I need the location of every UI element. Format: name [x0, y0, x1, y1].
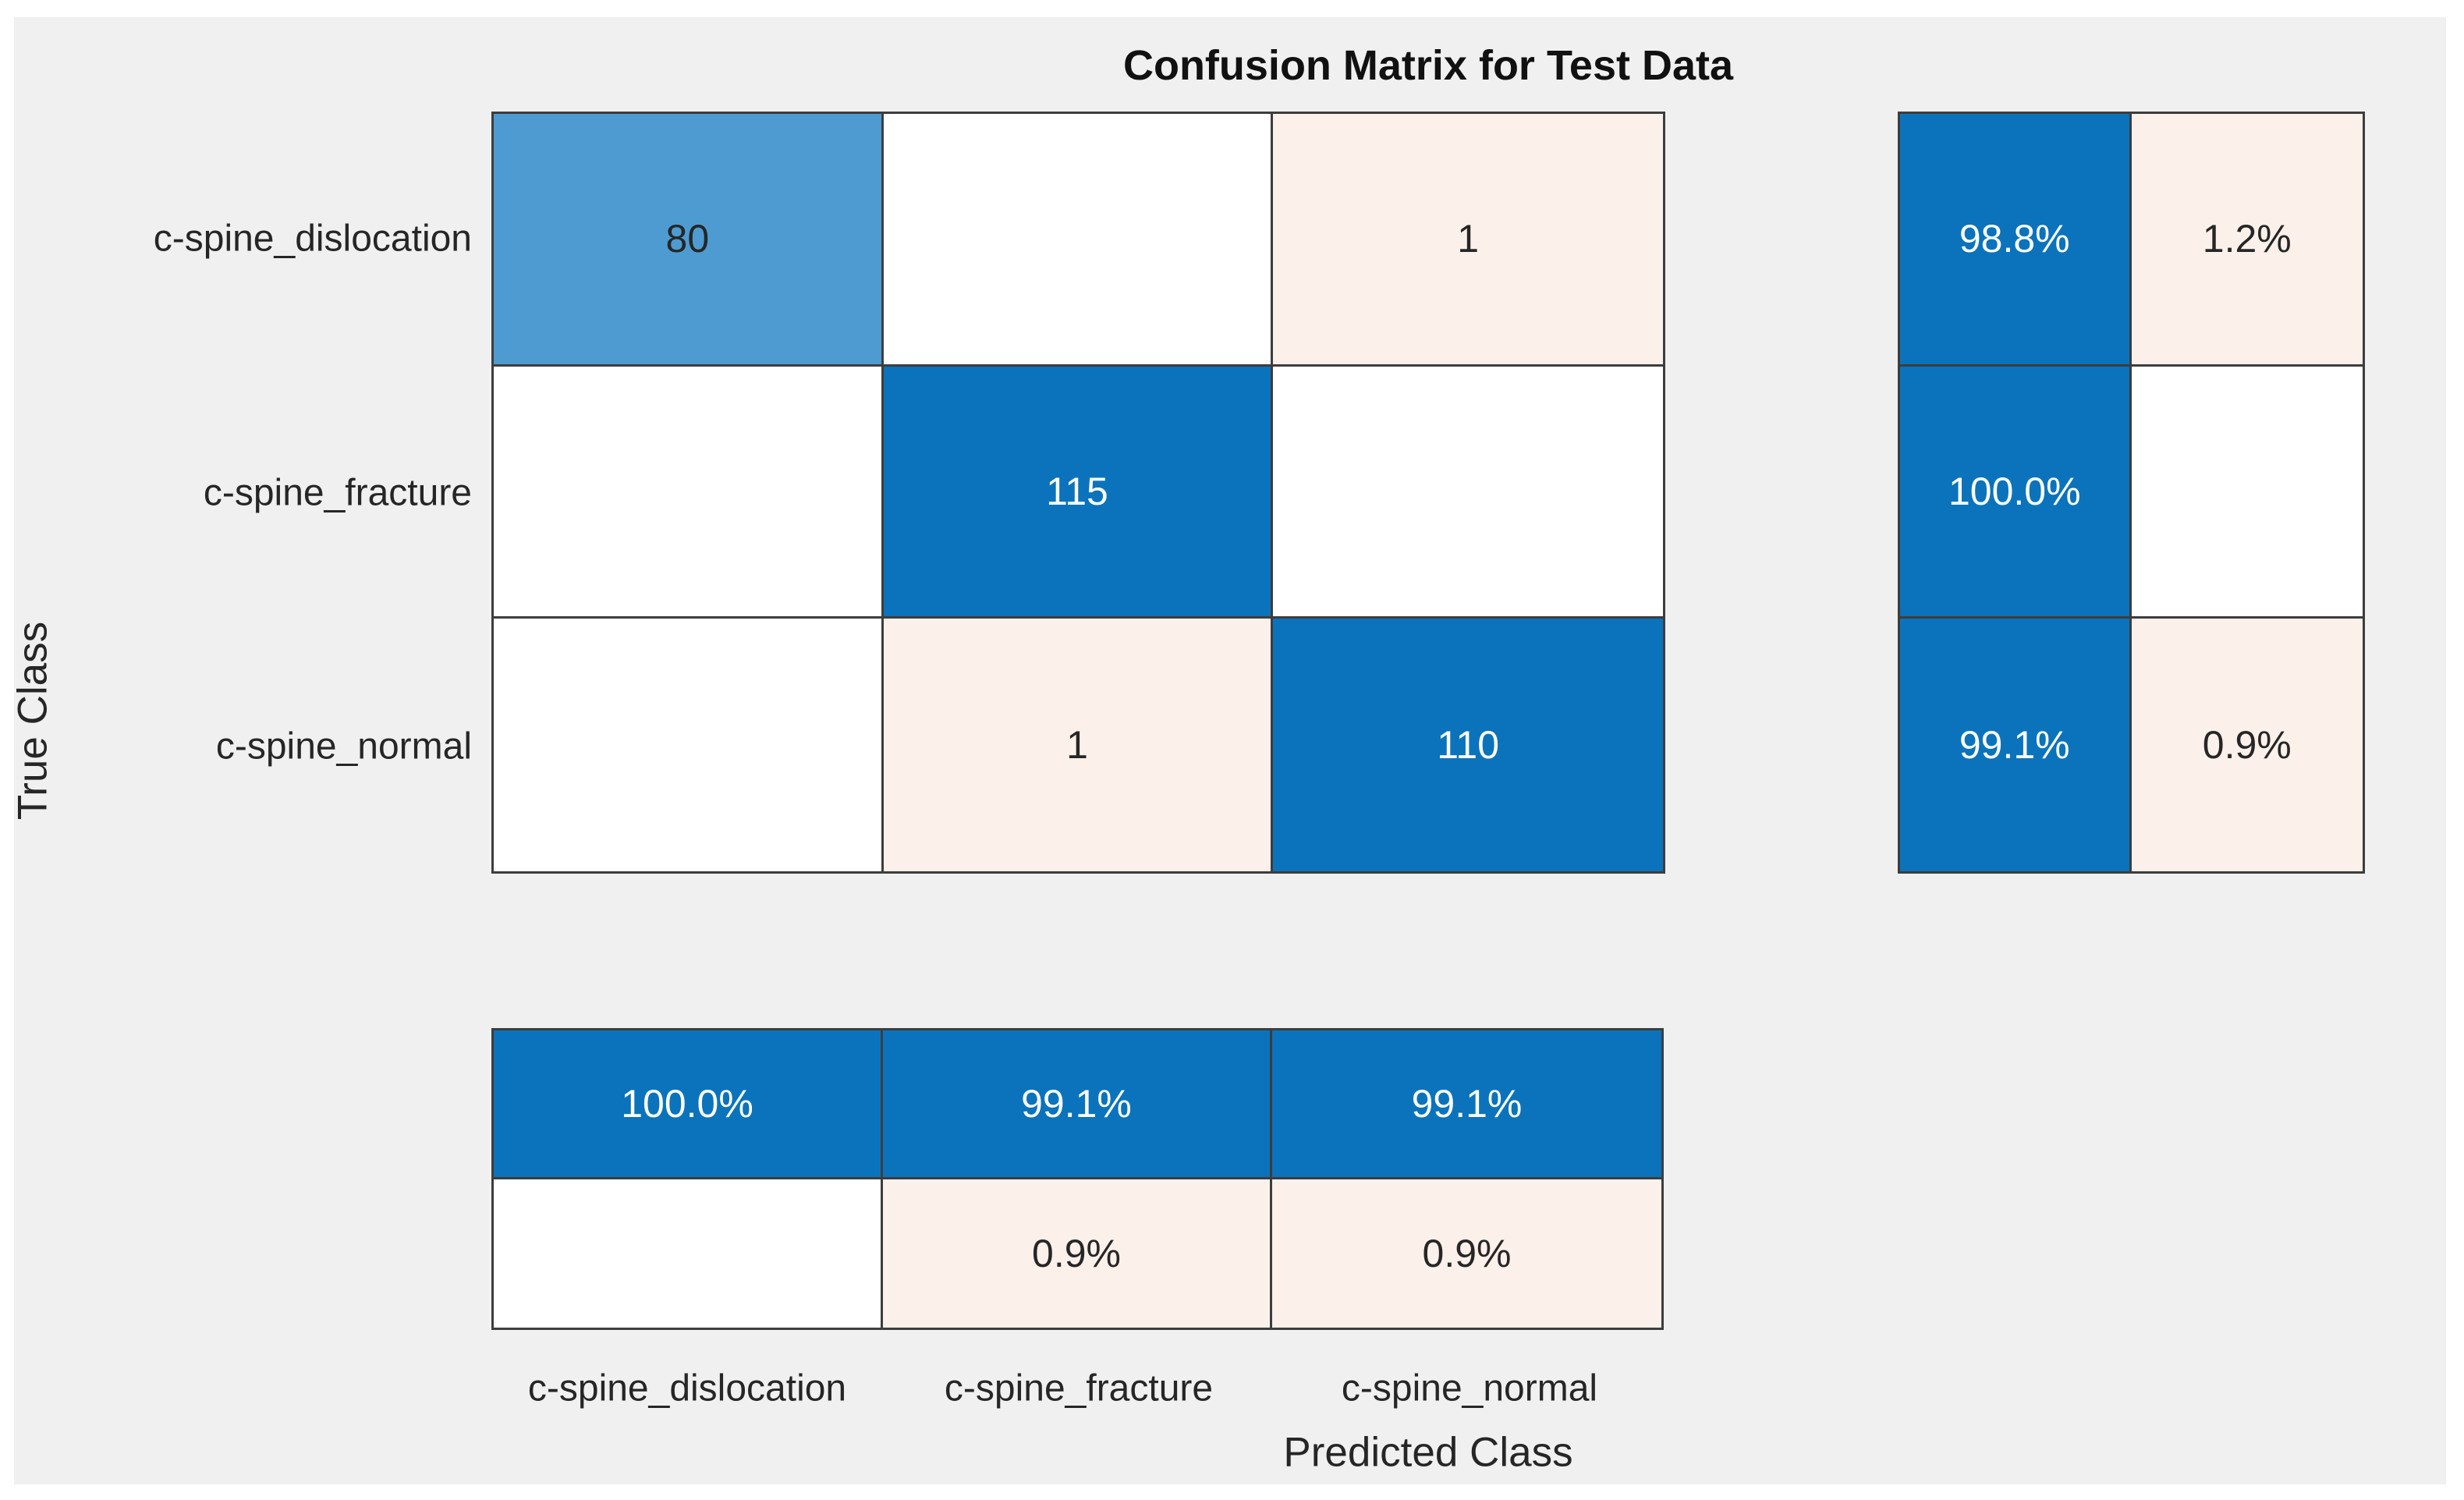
x-axis-label: Predicted Class: [1283, 1429, 1573, 1476]
column-summary-cell-r0c2: 99.1%: [1272, 1030, 1661, 1179]
y-tick-c-spine-fracture: c-spine_fracture: [203, 472, 472, 514]
x-tick-c-spine-dislocation: c-spine_dislocation: [527, 1367, 847, 1410]
column-summary-cell-r1c2: 0.9%: [1272, 1179, 1661, 1328]
chart-title: Confusion Matrix for Test Data: [1122, 42, 1734, 89]
confusion-matrix-grid: 80 1 115 1 110: [491, 112, 1665, 874]
x-tick-c-spine-normal: c-spine_normal: [1341, 1367, 1598, 1410]
matrix-cell-r2c1: 1: [883, 619, 1274, 871]
row-summary-grid: 98.8% 1.2% 100.0% 99.1% 0.9%: [1898, 112, 2365, 874]
matrix-cell-r2c0: [494, 619, 884, 871]
y-tick-c-spine-dislocation: c-spine_dislocation: [153, 218, 472, 260]
matrix-cell-r1c2: [1273, 366, 1663, 619]
matrix-cell-r1c1: 115: [883, 366, 1274, 619]
row-summary-cell-r0c1: 1.2%: [2131, 114, 2363, 367]
row-summary-cell-r1c1: [2131, 366, 2363, 619]
matrix-cell-r0c0: 80: [494, 114, 884, 367]
matrix-cell-r0c1: [883, 114, 1274, 367]
column-summary-cell-r1c0: [494, 1179, 883, 1328]
column-summary-cell-r0c1: 99.1%: [883, 1030, 1272, 1179]
x-tick-c-spine-fracture: c-spine_fracture: [944, 1367, 1214, 1410]
y-axis-label: True Class: [9, 621, 56, 821]
column-summary-grid: 100.0% 99.1% 99.1% 0.9% 0.9%: [491, 1028, 1664, 1330]
row-summary-cell-r2c0: 99.1%: [1900, 619, 2132, 871]
row-summary-cell-r2c1: 0.9%: [2131, 619, 2363, 871]
matrix-cell-r1c0: [494, 366, 884, 619]
matrix-cell-r0c2: 1: [1273, 114, 1663, 367]
row-summary-cell-r1c0: 100.0%: [1900, 366, 2132, 619]
column-summary-cell-r0c0: 100.0%: [494, 1030, 883, 1179]
y-tick-c-spine-normal: c-spine_normal: [215, 725, 472, 768]
matrix-cell-r2c2: 110: [1273, 619, 1663, 871]
column-summary-cell-r1c1: 0.9%: [883, 1179, 1272, 1328]
row-summary-cell-r0c0: 98.8%: [1900, 114, 2132, 367]
